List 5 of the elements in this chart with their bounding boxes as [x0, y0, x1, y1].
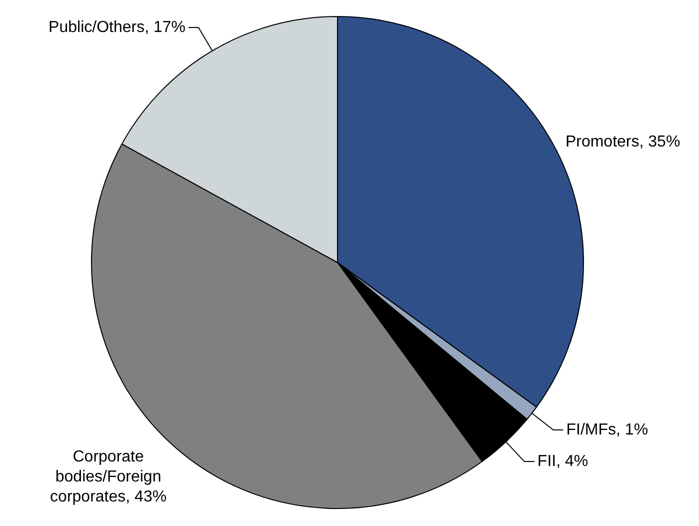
- slice-label: Public/Others, 17%: [48, 18, 186, 36]
- slice-label: FII, 4%: [537, 453, 588, 470]
- slice-label: FI/MFs, 1%: [566, 421, 648, 438]
- slice-label: Corporate bodies/Foreign corporates, 43%: [50, 448, 167, 506]
- slice-label: Promoters, 35%: [565, 133, 680, 150]
